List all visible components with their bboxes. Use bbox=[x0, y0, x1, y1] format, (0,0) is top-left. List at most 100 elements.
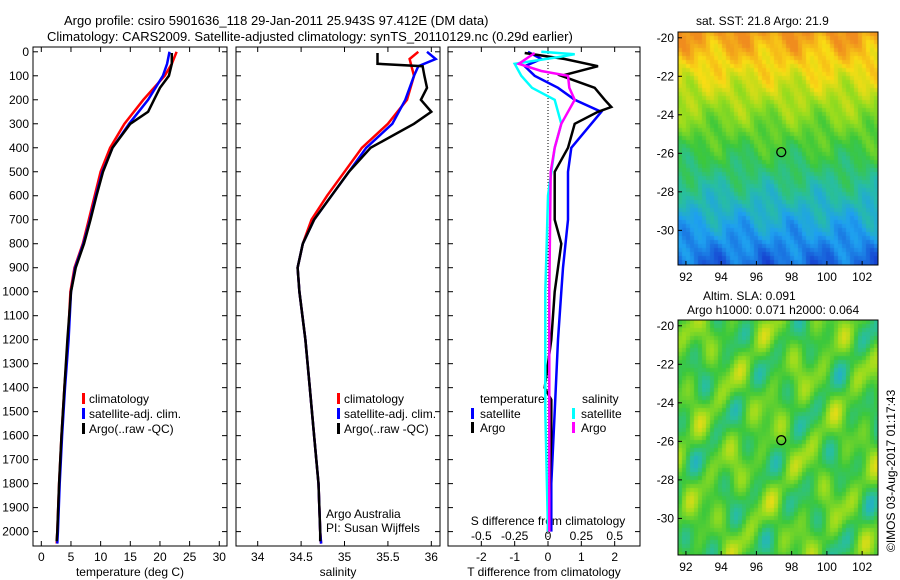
map-lat-label: -22 bbox=[657, 69, 675, 83]
y-tick-label: 500 bbox=[9, 165, 29, 179]
map-lat-label: -28 bbox=[657, 185, 675, 199]
x-axis-label: salinity bbox=[320, 565, 357, 579]
x-tick-label: 2 bbox=[611, 550, 618, 564]
map-lon-label: 96 bbox=[750, 270, 764, 284]
y-tick-label: 1600 bbox=[2, 429, 29, 443]
x-tick-label: 0 bbox=[545, 550, 552, 564]
map-lat-label: -26 bbox=[657, 146, 675, 160]
map-lat-label: -20 bbox=[657, 31, 675, 45]
sst-map-title: sat. SST: 21.8 Argo: 21.9 bbox=[696, 14, 829, 28]
x-tick-label: 5 bbox=[68, 550, 75, 564]
series-line-climatology bbox=[296, 50, 420, 544]
x-tick-label: 0 bbox=[38, 550, 45, 564]
map-lon-label: 96 bbox=[750, 560, 764, 574]
y-tick-label: 100 bbox=[9, 69, 29, 83]
series-line-t-satellite bbox=[522, 50, 604, 532]
legend-label: satellite-adj. clim. bbox=[89, 407, 181, 421]
legend-label: satellite bbox=[581, 407, 622, 421]
y-tick-label: 1200 bbox=[2, 333, 29, 347]
map-frame bbox=[677, 319, 879, 556]
map-lon-label: 100 bbox=[817, 560, 837, 574]
plot-frame bbox=[447, 46, 641, 547]
argo-location-marker bbox=[776, 435, 787, 446]
s-tick-label: 0.25 bbox=[570, 529, 594, 543]
series-line-s-argo bbox=[515, 51, 577, 532]
x-tick-label: 34 bbox=[251, 550, 265, 564]
x-tick-label: 35.5 bbox=[376, 550, 400, 564]
legend-swatch bbox=[82, 423, 85, 434]
legend-swatch bbox=[471, 422, 474, 433]
y-tick-label: 0 bbox=[22, 45, 29, 59]
legend-swatch bbox=[337, 408, 340, 419]
legend-swatch bbox=[82, 393, 85, 404]
map-lat-label: -20 bbox=[657, 319, 675, 333]
y-tick-label: 900 bbox=[9, 261, 29, 275]
legend-label: Argo(..raw -QC) bbox=[344, 422, 429, 436]
map-lat-label: -26 bbox=[657, 434, 675, 448]
legend-label: Argo bbox=[581, 421, 607, 435]
s-tick-label: -0.25 bbox=[501, 529, 529, 543]
legend-swatch bbox=[337, 423, 340, 434]
legend-swatch bbox=[337, 393, 340, 404]
s-tick-label: -0.5 bbox=[471, 529, 492, 543]
map-lat-label: -30 bbox=[657, 511, 675, 525]
sla-map-title: Altim. SLA: 0.091 bbox=[703, 289, 796, 303]
y-tick-label: 600 bbox=[9, 189, 29, 203]
y-tick-label: 1500 bbox=[2, 405, 29, 419]
map-lat-label: -30 bbox=[657, 223, 675, 237]
series-line-satellite-adj-clim- bbox=[56, 51, 171, 544]
y-tick-label: 1700 bbox=[2, 453, 29, 467]
y-tick-label: 800 bbox=[9, 237, 29, 251]
annotation: PI: Susan Wijffels bbox=[326, 521, 420, 535]
x-tick-label: 36 bbox=[425, 550, 439, 564]
y-tick-label: 1800 bbox=[2, 477, 29, 491]
map-lat-label: -24 bbox=[657, 396, 675, 410]
y-tick-label: 1000 bbox=[2, 285, 29, 299]
annotation: Argo Australia bbox=[326, 507, 401, 521]
map-lon-label: 94 bbox=[714, 560, 728, 574]
x-axis-label: T difference from climatology bbox=[467, 565, 621, 579]
legend-title: temperature bbox=[480, 392, 545, 406]
series-line-climatology bbox=[55, 51, 178, 544]
legend-label: climatology bbox=[89, 392, 149, 406]
x-tick-label: 10 bbox=[94, 550, 108, 564]
imos-stamp: ©IMOS 03-Aug-2017 01:17:43 bbox=[884, 389, 898, 552]
argo-height-title: Argo h1000: 0.071 h2000: 0.064 bbox=[687, 303, 860, 317]
title-line-2: Climatology: CARS2009. Satellite-adjuste… bbox=[47, 29, 573, 44]
map-lat-label: -24 bbox=[657, 108, 675, 122]
x-tick-label: 30 bbox=[213, 550, 227, 564]
y-tick-label: 1100 bbox=[3, 309, 29, 323]
x-tick-label: 15 bbox=[124, 550, 138, 564]
s-tick-label: 0.5 bbox=[606, 529, 623, 543]
map-lon-label: 98 bbox=[785, 560, 799, 574]
title-line-1: Argo profile: csiro 5901636_118 29-Jan-2… bbox=[64, 13, 489, 28]
x-tick-label: 20 bbox=[153, 550, 167, 564]
argo-location-marker bbox=[776, 147, 787, 158]
legend-label: satellite bbox=[480, 407, 521, 421]
map-lon-label: 98 bbox=[785, 270, 799, 284]
legend-swatch bbox=[572, 408, 575, 419]
x-tick-label: -2 bbox=[476, 550, 487, 564]
map-lon-label: 100 bbox=[817, 270, 837, 284]
map-lon-label: 94 bbox=[714, 270, 728, 284]
y-tick-label: 700 bbox=[9, 213, 29, 227]
legend-label: Argo bbox=[480, 421, 506, 435]
x-tick-label: 25 bbox=[183, 550, 197, 564]
map-lat-label: -22 bbox=[657, 357, 675, 371]
y-tick-label: 200 bbox=[9, 93, 29, 107]
x-axis-label: temperature (deg C) bbox=[76, 565, 184, 579]
x-tick-label: -1 bbox=[509, 550, 520, 564]
map-lon-label: 92 bbox=[679, 560, 693, 574]
series-line-argo-raw-qc- bbox=[296, 53, 434, 542]
series-line-s-satellite bbox=[512, 50, 575, 532]
y-tick-label: 1900 bbox=[2, 501, 29, 515]
legend-swatch bbox=[82, 408, 85, 419]
legend-swatch bbox=[572, 422, 575, 433]
map-frame bbox=[677, 31, 879, 266]
y-tick-label: 1300 bbox=[2, 357, 29, 371]
plot-frame bbox=[235, 46, 441, 547]
x-tick-label: 1 bbox=[578, 550, 585, 564]
y-tick-label: 2000 bbox=[2, 525, 29, 539]
x-tick-label: 34.5 bbox=[289, 550, 313, 564]
